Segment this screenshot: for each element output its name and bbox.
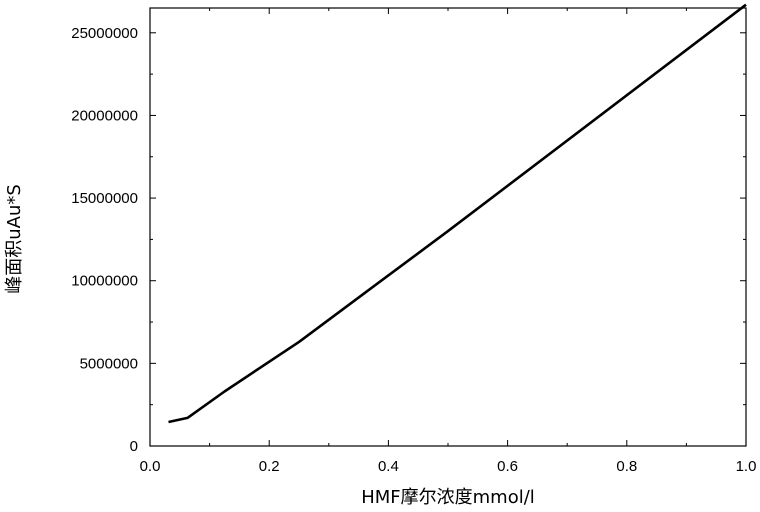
x-tick-label: 0.0 [140,458,161,475]
y-tick-label: 10000000 [71,273,138,290]
y-tick-label: 20000000 [71,107,138,124]
y-tick-label: 15000000 [71,190,138,207]
y-tick-label: 5000000 [80,355,138,372]
x-tick-label: 1.0 [736,458,757,475]
x-tick-label: 0.4 [378,458,399,475]
y-tick-label: 25000000 [71,25,138,42]
series-layer [169,5,747,422]
y-axis-title: 峰面积uAu*S [4,184,25,294]
x-axis-title: HMF摩尔浓度mmol/l [361,487,535,508]
x-tick-label: 0.8 [616,458,637,475]
x-tick-label: 0.6 [497,458,518,475]
x-tick-label: 0.2 [259,458,280,475]
x-axis: 0.0 0.2 0.4 0.6 0.8 1.0 [140,8,757,475]
y-axis: 0 5000000 10000000 15000000 20000000 25000000 [71,25,746,455]
y-tick-label: 0 [130,438,138,455]
series-line [169,5,747,422]
